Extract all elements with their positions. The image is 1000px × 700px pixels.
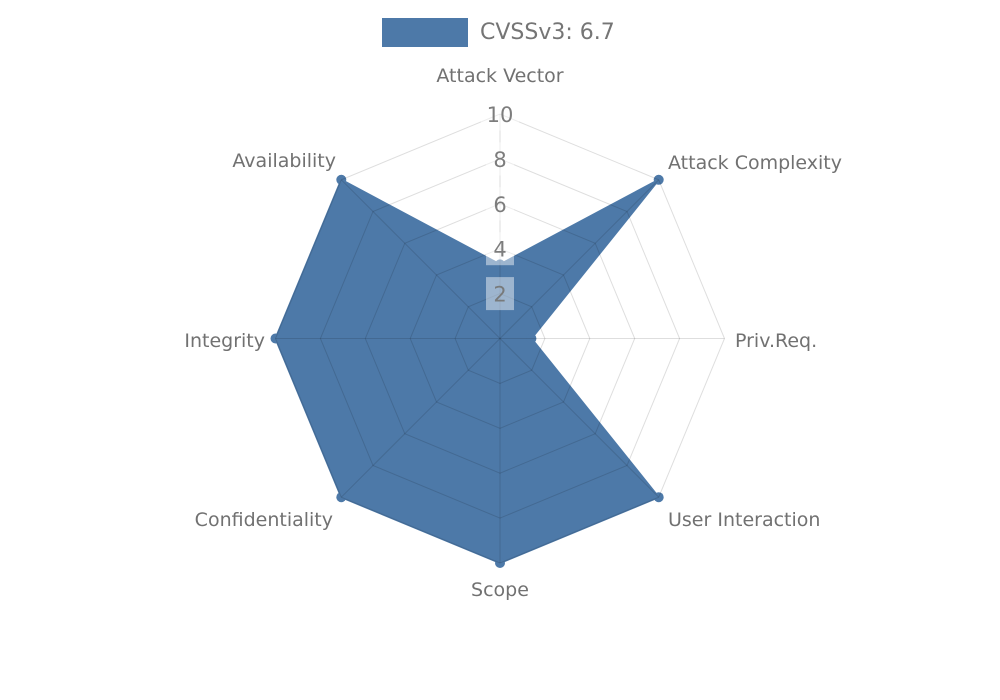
grid-spoke-user-interaction: [499, 338, 660, 498]
data-point-availability: [336, 174, 347, 185]
legend-label: CVSSv3: 6.7: [480, 19, 615, 45]
data-point-confidentiality: [336, 492, 347, 503]
tick-label-6: 6: [493, 193, 506, 217]
data-point-attack-complexity: [653, 174, 664, 185]
legend-swatch: [382, 18, 468, 47]
data-point-scope: [495, 558, 505, 568]
tick-label-2: 2: [493, 283, 506, 307]
data-point-priv-req: [526, 333, 537, 344]
axis-label-attack-vector: Attack Vector: [436, 65, 563, 87]
grid-spoke-confidentiality: [340, 338, 501, 498]
grid-ring-2: [454, 293, 546, 384]
legend: CVSSv3: 6.7: [382, 18, 615, 47]
axis-label-priv-req: Priv.Req.: [735, 330, 817, 352]
grid-ring-6: [364, 203, 636, 474]
tick-box-2: [486, 277, 514, 311]
axis-label-availability: Availability: [232, 150, 336, 172]
tick-box-10: [481, 97, 519, 131]
axis-labels: Attack Vector Attack Complexity Priv.Req. U…: [184, 65, 842, 601]
series-cvssv3-6-7: [270, 174, 664, 568]
axis-label-confidentiality: Confidentiality: [195, 509, 333, 531]
tick-box-6: [486, 187, 514, 221]
data-point-attack-vector: [495, 259, 505, 270]
grid-ring-10: [274, 113, 726, 564]
tick-label-10: 10: [487, 103, 514, 127]
axis-label-user-interaction: User Interaction: [668, 509, 820, 531]
axis-label-scope: Scope: [471, 579, 529, 601]
data-point-integrity: [270, 333, 281, 344]
grid-spoke-availability: [340, 179, 501, 339]
grid-spoke-attack-complexity: [499, 179, 660, 339]
axis-label-integrity: Integrity: [184, 330, 265, 352]
grid-ring-8: [319, 158, 681, 519]
grid-ring-4: [409, 248, 591, 429]
tick-box-8: [486, 142, 514, 176]
data-point-user-interaction: [653, 492, 664, 503]
tick-label-4: 4: [493, 238, 506, 262]
tick-box-4: [486, 232, 514, 266]
axis-label-attack-complexity: Attack Complexity: [668, 152, 842, 174]
radial-tick-labels: 2 4 6 8 10: [481, 97, 519, 311]
tick-label-8: 8: [493, 148, 506, 172]
radar-grid: [274, 113, 726, 564]
